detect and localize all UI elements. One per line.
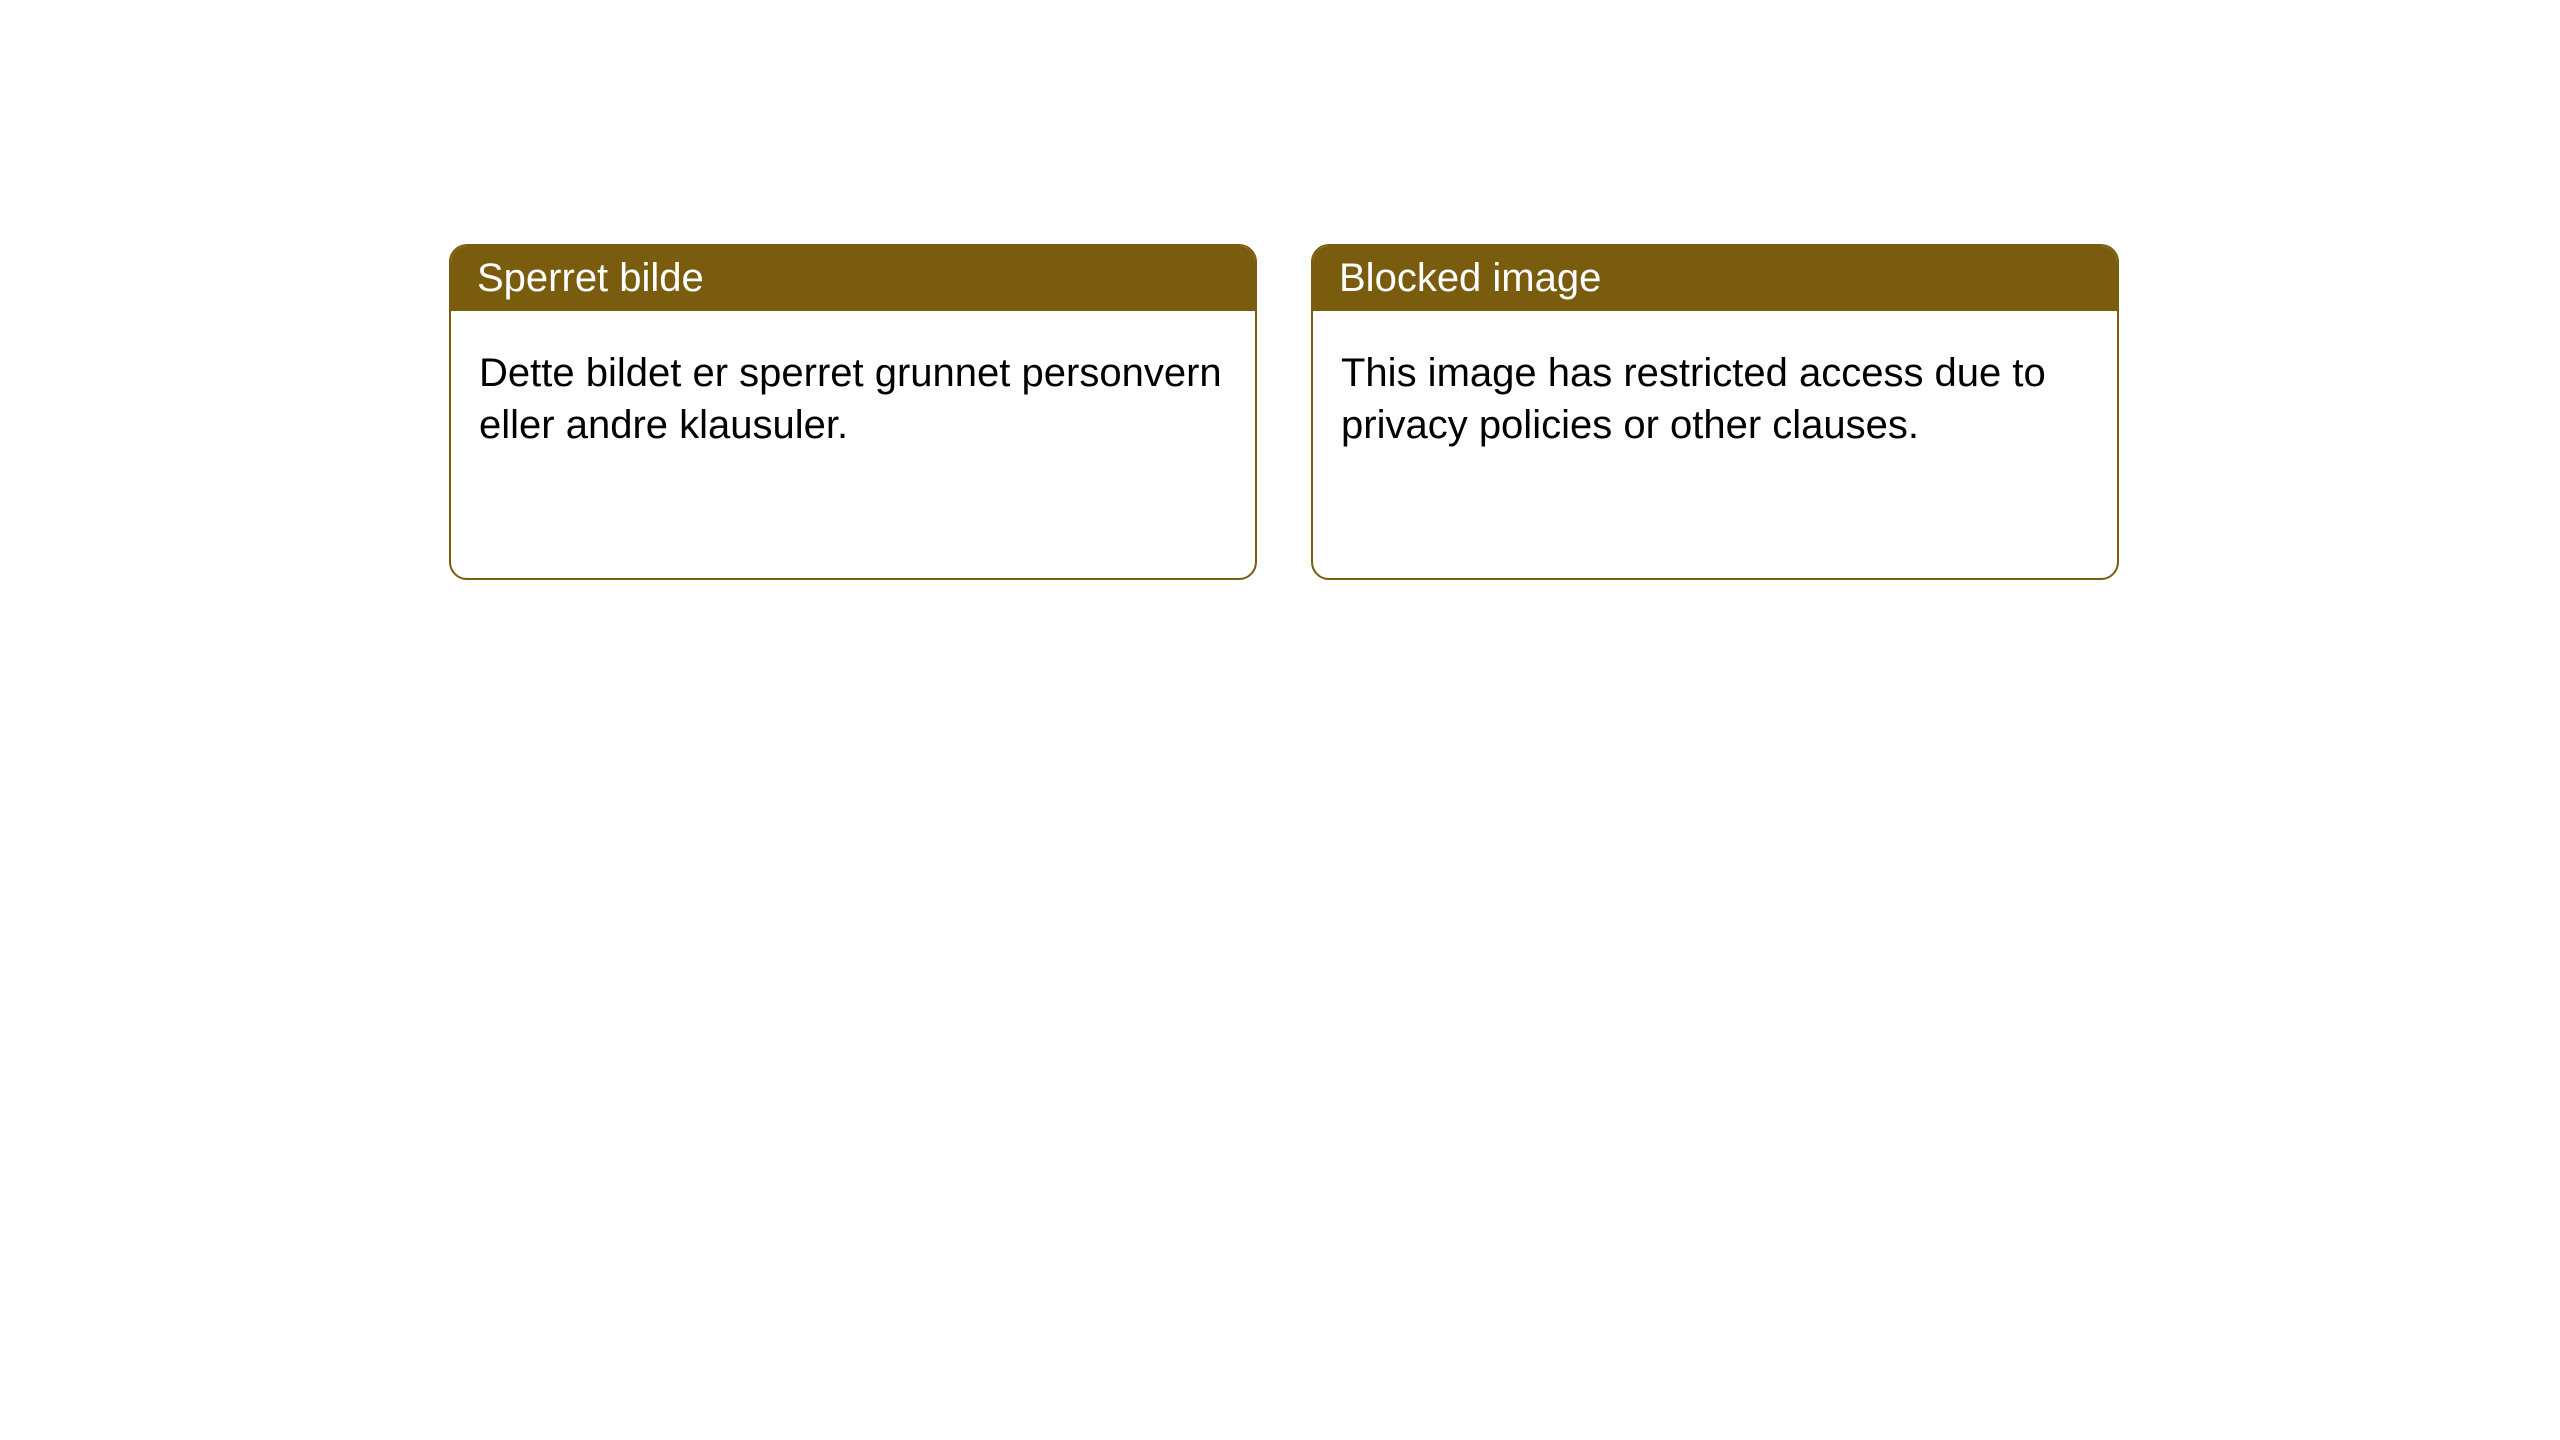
card-title: Blocked image: [1313, 246, 2117, 311]
notice-container: Sperret bilde Dette bildet er sperret gr…: [0, 0, 2560, 580]
card-title: Sperret bilde: [451, 246, 1255, 311]
blocked-image-card-en: Blocked image This image has restricted …: [1311, 244, 2119, 580]
card-body: Dette bildet er sperret grunnet personve…: [451, 311, 1255, 487]
blocked-image-card-no: Sperret bilde Dette bildet er sperret gr…: [449, 244, 1257, 580]
card-body: This image has restricted access due to …: [1313, 311, 2117, 487]
